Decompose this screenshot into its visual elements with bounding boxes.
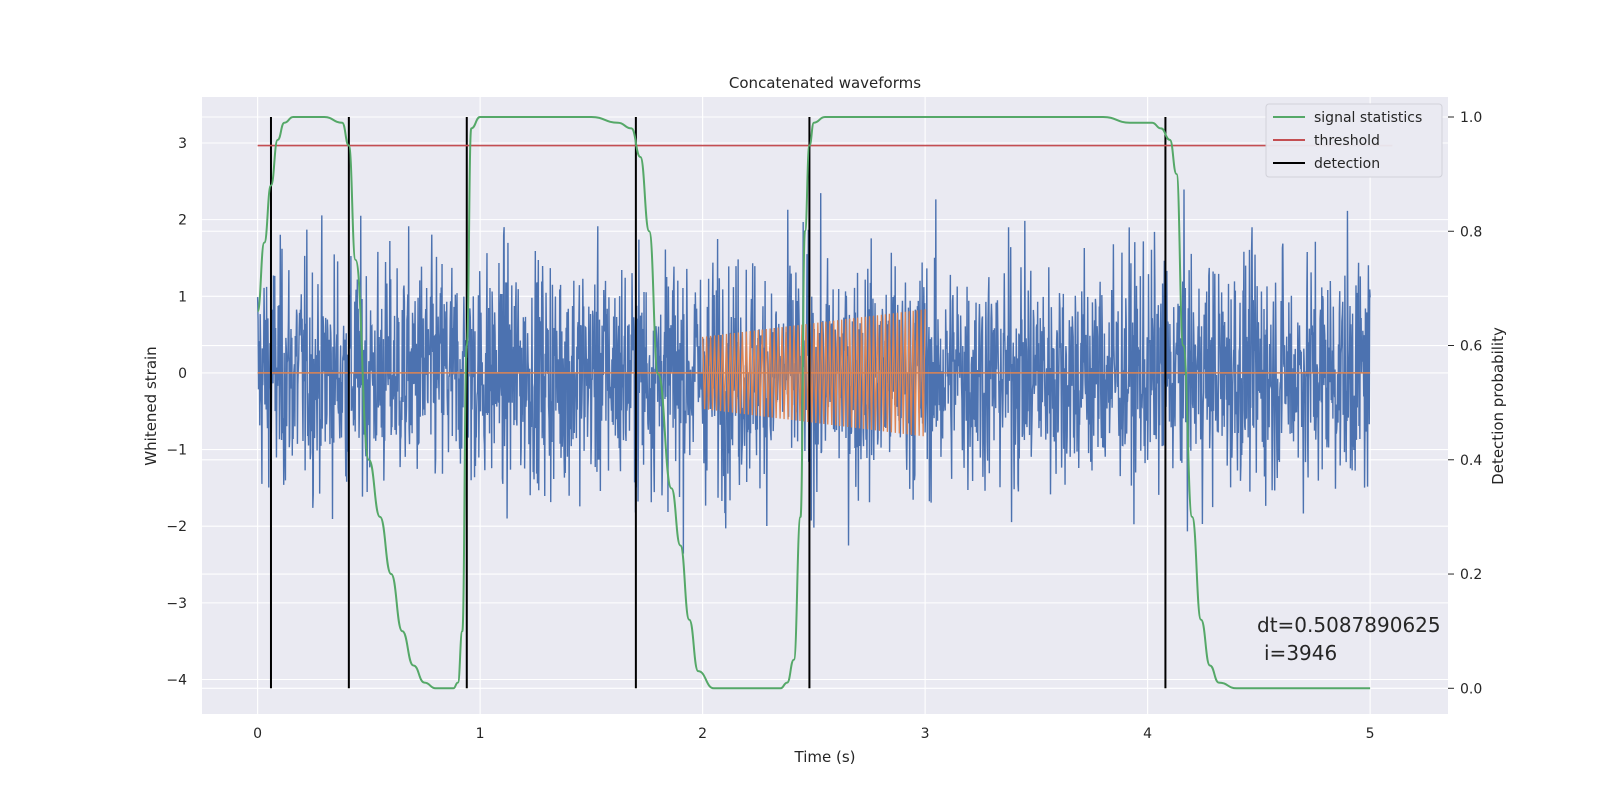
y2-tick-3: 0.6 — [1460, 339, 1482, 355]
signal-statistics-line — [256, 115, 1371, 690]
x-tick-4: 4 — [1143, 726, 1152, 742]
legend-label-signal-statistics: signal statistics — [1314, 110, 1422, 126]
x-tick-labels: 0 1 2 3 4 5 — [253, 726, 1374, 742]
legend-box — [1265, 103, 1443, 178]
injection-series — [257, 309, 1371, 437]
y-axis-label: Whitened strain — [142, 346, 160, 465]
y2-tick-0: 0.0 — [1460, 681, 1482, 697]
y-tick-7: 3 — [178, 136, 187, 152]
y2-axis-label: Detection probability — [1489, 327, 1507, 485]
x-tick-3: 3 — [921, 726, 930, 742]
x-tick-0: 0 — [253, 726, 262, 742]
annotation-i: i=3946 — [1264, 641, 1337, 665]
injection-chirp — [701, 309, 926, 437]
y-tick-4: 0 — [178, 366, 187, 382]
y-tick-3: −1 — [166, 443, 187, 459]
x-axis-label: Time (s) — [794, 748, 856, 766]
y-tick-6: 2 — [178, 213, 187, 229]
y-tick-labels: −4 −3 −2 −1 0 1 2 3 — [166, 136, 187, 689]
y-tick-0: −4 — [166, 673, 187, 689]
x-tick-2: 2 — [698, 726, 707, 742]
y2-tick-5: 1.0 — [1460, 110, 1482, 126]
y-tick-5: 1 — [178, 289, 187, 305]
x-tick-5: 5 — [1366, 726, 1375, 742]
chart-title: Concatenated waveforms — [729, 74, 921, 92]
detection-lines — [269, 116, 1167, 689]
signal-statistics-group — [256, 115, 1371, 690]
legend: signal statistics threshold detection — [1265, 103, 1443, 178]
legend-label-detection: detection — [1314, 156, 1380, 172]
y-tick-2: −2 — [166, 519, 187, 535]
annotation-dt: dt=0.5087890625 — [1257, 613, 1441, 637]
y2-tick-2: 0.4 — [1460, 453, 1482, 469]
legend-label-threshold: threshold — [1314, 133, 1380, 149]
x-tick-1: 1 — [476, 726, 485, 742]
y2-tick-labels: 0.0 0.2 0.4 0.6 0.8 1.0 — [1448, 110, 1482, 697]
y-tick-1: −3 — [166, 596, 187, 612]
y2-tick-4: 0.8 — [1460, 224, 1482, 240]
y2-tick-1: 0.2 — [1460, 567, 1482, 583]
